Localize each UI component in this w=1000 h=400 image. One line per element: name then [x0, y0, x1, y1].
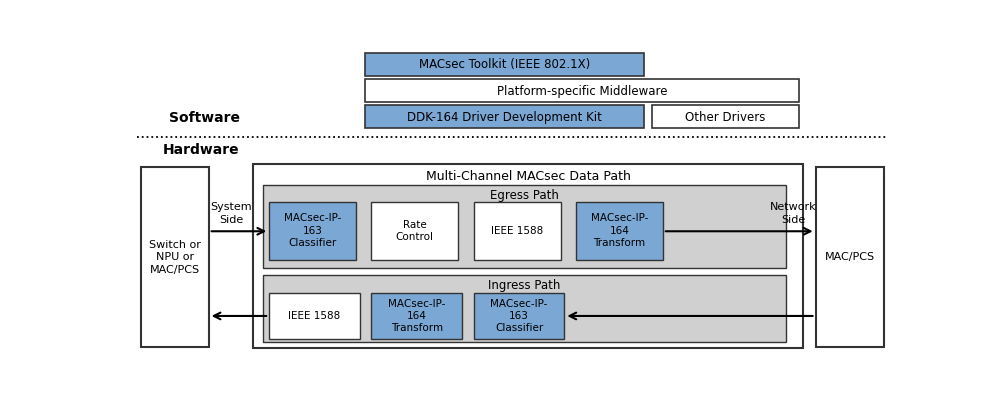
- Text: Switch or
NPU or
MAC/PCS: Switch or NPU or MAC/PCS: [149, 240, 201, 275]
- Bar: [576, 202, 663, 260]
- Text: Multi-Channel MACsec Data Path: Multi-Channel MACsec Data Path: [426, 170, 630, 183]
- Text: MAC/PCS: MAC/PCS: [825, 252, 875, 262]
- Bar: [269, 202, 356, 260]
- Bar: [365, 105, 644, 128]
- Text: MACsec-IP-
164
Transform: MACsec-IP- 164 Transform: [591, 214, 648, 248]
- Bar: [140, 167, 209, 347]
- Text: Other Drivers: Other Drivers: [685, 111, 766, 124]
- Text: Rate
Control: Rate Control: [396, 220, 434, 242]
- Bar: [371, 293, 462, 339]
- Text: MACsec-IP-
163
Classifier: MACsec-IP- 163 Classifier: [284, 214, 341, 248]
- Bar: [365, 53, 644, 76]
- Text: Egress Path: Egress Path: [490, 188, 559, 202]
- Text: DDK-164 Driver Development Kit: DDK-164 Driver Development Kit: [407, 111, 602, 124]
- Text: Network
Side: Network Side: [770, 202, 816, 225]
- Bar: [371, 202, 458, 260]
- Bar: [263, 185, 786, 268]
- Text: MACsec Toolkit (IEEE 802.1X): MACsec Toolkit (IEEE 802.1X): [419, 58, 590, 72]
- Text: MACsec-IP-
164
Transform: MACsec-IP- 164 Transform: [388, 298, 445, 333]
- Bar: [263, 275, 786, 342]
- Text: IEEE 1588: IEEE 1588: [288, 311, 341, 321]
- Bar: [474, 293, 564, 339]
- Text: Software: Software: [169, 111, 240, 125]
- Bar: [269, 293, 360, 339]
- Text: IEEE 1588: IEEE 1588: [491, 226, 543, 236]
- Bar: [652, 105, 799, 128]
- Bar: [253, 164, 803, 348]
- Text: Platform-specific Middleware: Platform-specific Middleware: [497, 85, 668, 98]
- Bar: [816, 167, 884, 347]
- Bar: [365, 79, 799, 102]
- Text: Ingress Path: Ingress Path: [488, 279, 560, 292]
- Text: Hardware: Hardware: [163, 144, 240, 158]
- Text: MACsec-IP-
163
Classifier: MACsec-IP- 163 Classifier: [490, 298, 548, 333]
- Text: System
Side: System Side: [210, 202, 252, 225]
- Bar: [474, 202, 561, 260]
